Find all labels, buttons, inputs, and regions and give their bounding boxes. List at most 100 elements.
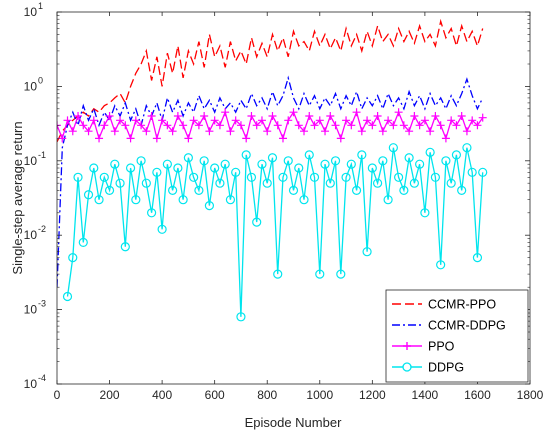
series-line-ccmr-ddpg (57, 75, 484, 288)
x-tick-label: 1000 (306, 388, 333, 402)
data-point (305, 112, 314, 121)
data-point (163, 121, 172, 130)
data-point (436, 260, 446, 270)
data-point (189, 116, 198, 125)
data-point (231, 116, 240, 125)
y-tick-label: 10 (24, 79, 38, 93)
data-point (84, 127, 93, 136)
data-point (63, 116, 72, 125)
y-tick-label: 10 (24, 303, 38, 317)
series-ccmr-ddpg (57, 75, 484, 288)
data-point (294, 163, 304, 173)
data-point (389, 121, 398, 130)
data-point (315, 269, 325, 279)
y-tick-exponent: -1 (38, 150, 46, 160)
data-point (372, 178, 383, 188)
data-point (473, 121, 482, 130)
data-point (278, 172, 288, 182)
data-point (405, 127, 414, 136)
data-point (194, 121, 203, 130)
data-point (273, 269, 283, 279)
data-point (99, 172, 109, 182)
data-point (126, 134, 135, 143)
legend-item-ddpg: DDPG (392, 361, 464, 375)
y-tick-exponent: -4 (38, 373, 46, 383)
legend-label: CCMR-DDPG (428, 319, 506, 333)
legend: CCMR-PPO CCMR-DDPG PPO DDPG (385, 289, 529, 383)
data-point (125, 163, 136, 173)
x-tick-label: 1200 (359, 388, 386, 402)
data-point (457, 185, 467, 196)
series-layer (57, 18, 488, 322)
legend-item-ccmr-ppo: CCMR-PPO (392, 298, 496, 312)
data-point (363, 116, 372, 125)
data-point (415, 159, 425, 169)
data-point (89, 116, 98, 125)
data-point (189, 172, 199, 182)
data-point (73, 172, 83, 182)
x-tick-label: 1600 (464, 388, 491, 402)
legend-item-ccmr-ddpg: CCMR-DDPG (392, 319, 506, 333)
data-point (68, 127, 77, 136)
data-point (241, 150, 251, 160)
series-ppo (57, 108, 487, 143)
data-point (257, 116, 266, 125)
data-point (430, 172, 440, 182)
data-point (83, 190, 94, 200)
data-point (162, 159, 172, 169)
data-point (330, 156, 341, 166)
data-point (194, 185, 204, 196)
data-point (142, 127, 151, 136)
data-point (472, 252, 483, 263)
data-point (336, 134, 345, 143)
data-point (399, 185, 409, 196)
data-point (441, 156, 451, 166)
data-point (263, 127, 272, 136)
data-point (262, 178, 272, 188)
data-point (89, 163, 99, 173)
data-point (468, 116, 477, 125)
data-point (68, 252, 78, 263)
data-point (309, 172, 320, 182)
data-point (173, 163, 183, 173)
data-point (289, 108, 298, 117)
y-tick-label: 10 (24, 228, 38, 242)
x-tick-label: 600 (205, 388, 225, 402)
y-tick-exponent: 1 (38, 1, 43, 11)
data-point (79, 121, 88, 130)
data-point (158, 116, 167, 125)
data-point (131, 116, 140, 125)
data-point (394, 108, 403, 117)
legend-item-ppo: PPO (392, 340, 455, 354)
data-point (100, 121, 109, 130)
data-point (200, 112, 209, 121)
data-point (288, 185, 299, 196)
data-point (220, 159, 230, 169)
data-point (199, 156, 209, 166)
data-point (78, 237, 88, 248)
data-point (152, 134, 161, 143)
data-point (394, 172, 404, 182)
series-ccmr-ppo (57, 18, 484, 143)
legend-label: DDPG (428, 361, 464, 375)
data-point (94, 195, 104, 205)
data-point (446, 178, 456, 188)
data-point (136, 156, 146, 166)
series-ddpg (62, 143, 488, 322)
x-tick-label: 200 (100, 388, 120, 402)
x-axis-label: Episode Number (245, 415, 342, 430)
data-point (368, 121, 377, 130)
data-point (420, 116, 429, 125)
data-point (410, 112, 419, 121)
data-point (104, 185, 115, 196)
data-point (347, 121, 356, 130)
data-point (325, 178, 335, 188)
data-point (157, 224, 167, 234)
series-line-ccmr-ppo (57, 18, 484, 143)
data-point (168, 185, 178, 196)
data-point (268, 112, 277, 121)
data-point (273, 121, 282, 130)
data-point (310, 121, 319, 130)
data-point (257, 159, 267, 169)
